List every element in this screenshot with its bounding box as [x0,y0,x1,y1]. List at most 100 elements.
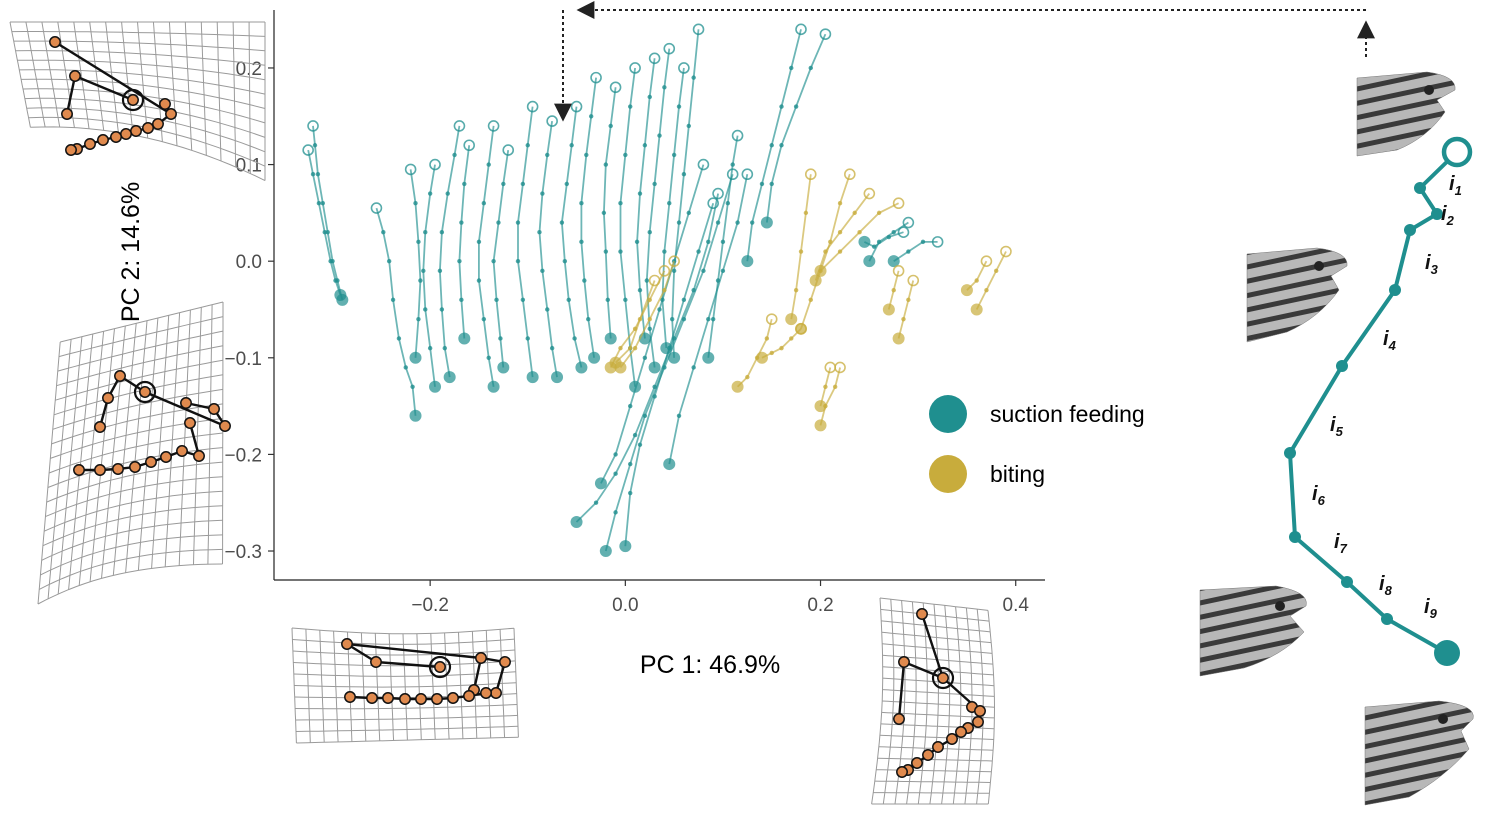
trajectory-point [686,210,691,216]
trajectory-biting [614,255,680,374]
trajectory-point [588,114,594,119]
trajectory-point [320,201,325,206]
grid-line [200,21,207,156]
trajectory-point [793,287,799,293]
trajectory-point [745,374,750,380]
trajectory-point [381,230,386,235]
trajectory-point [549,345,555,351]
landmark [937,672,949,684]
trajectory-point [584,152,589,158]
trajectory-start-point [892,265,905,277]
sequence-frame [1284,447,1296,459]
trajectory-point [545,307,550,312]
trajectory-end-point [741,255,754,268]
trajectory-point [637,442,643,447]
trajectory-point [459,297,464,303]
y-tick-label: 0.1 [236,156,262,177]
sequence-path [1287,150,1459,655]
trajectory-point [691,365,696,370]
landmark [499,656,511,668]
grid-line [52,388,223,430]
landmark [127,94,139,106]
landmark-link [54,40,172,116]
trajectory-start-point [819,28,832,40]
trajectory-point [315,172,321,177]
grid-line [37,563,223,605]
trajectory-line [790,174,812,320]
trajectory-point [793,104,799,109]
landmark [193,450,205,462]
grid-line [47,339,72,599]
trajectory-start-point [741,168,754,181]
sequence-label: i5 [1330,414,1344,439]
landmark [61,108,73,120]
grid-line [222,302,224,565]
sequence-label: i4 [1383,328,1397,353]
trajectory-point [906,249,911,254]
landmark [152,118,164,130]
trajectory-start-point [863,187,876,200]
trajectory-start-point [668,255,680,267]
trajectory-end-point [443,371,456,384]
grid-line [48,432,223,474]
trajectory-line [746,29,802,262]
trajectory-point [901,316,906,322]
trajectory-point [423,307,428,312]
trajectory-point [328,258,333,264]
trajectory-suction [599,168,739,558]
trajectory-line [438,125,461,378]
grid-line [193,307,202,565]
trajectory-line [624,202,715,547]
grid-line [56,345,223,387]
trajectory-suction [370,202,422,422]
trajectory-end-point [863,255,876,268]
grid-line [430,633,436,740]
trajectory-point [545,152,550,158]
landmark [129,461,141,473]
trajectory-start-point [712,187,724,200]
trajectory-line [619,67,636,387]
grid-line [291,627,297,744]
trajectory-end-point [429,380,442,393]
grid-line [207,304,213,565]
x-tick-label: −0.2 [411,595,449,616]
landmark [94,464,106,476]
sequence-end [1434,640,1460,666]
trajectory-end-point [609,356,622,369]
trajectory-end-point [960,284,973,297]
trajectory-point [566,297,571,303]
trajectory-end-point [731,380,744,393]
trajectory-end-point [785,313,798,326]
grid-line [319,630,325,743]
trajectory-point [520,181,526,187]
trajectory-point [628,104,633,109]
x-tick-label: 0.4 [1003,595,1030,616]
trajectory-point [427,191,433,196]
link-arrow [554,1,1375,122]
trajectory-suction [457,139,475,345]
grid-line [485,630,492,739]
grid-line [41,519,223,561]
trajectory-point [837,230,843,235]
landmark [65,144,77,156]
trajectory-start-point [302,144,314,156]
trajectory-point [662,85,667,90]
y-tick-label: 0.0 [236,252,262,273]
trajectory-end-point [409,351,422,364]
landmark [208,403,220,415]
landmark [159,98,171,110]
trajectory-line [800,173,851,330]
eye-ring [121,88,145,112]
trajectory-start-point [897,226,910,239]
grid-line [25,21,46,127]
landmark [972,716,984,728]
trajectory-line [458,145,471,339]
trajectory-point [605,297,610,303]
trajectory-point [418,278,423,283]
trajectory-point [750,220,755,225]
trajectory-point [632,345,638,351]
trajectory-line [312,125,344,301]
sequence-frame [1381,613,1393,625]
legend: suction feeding biting [929,395,1145,493]
